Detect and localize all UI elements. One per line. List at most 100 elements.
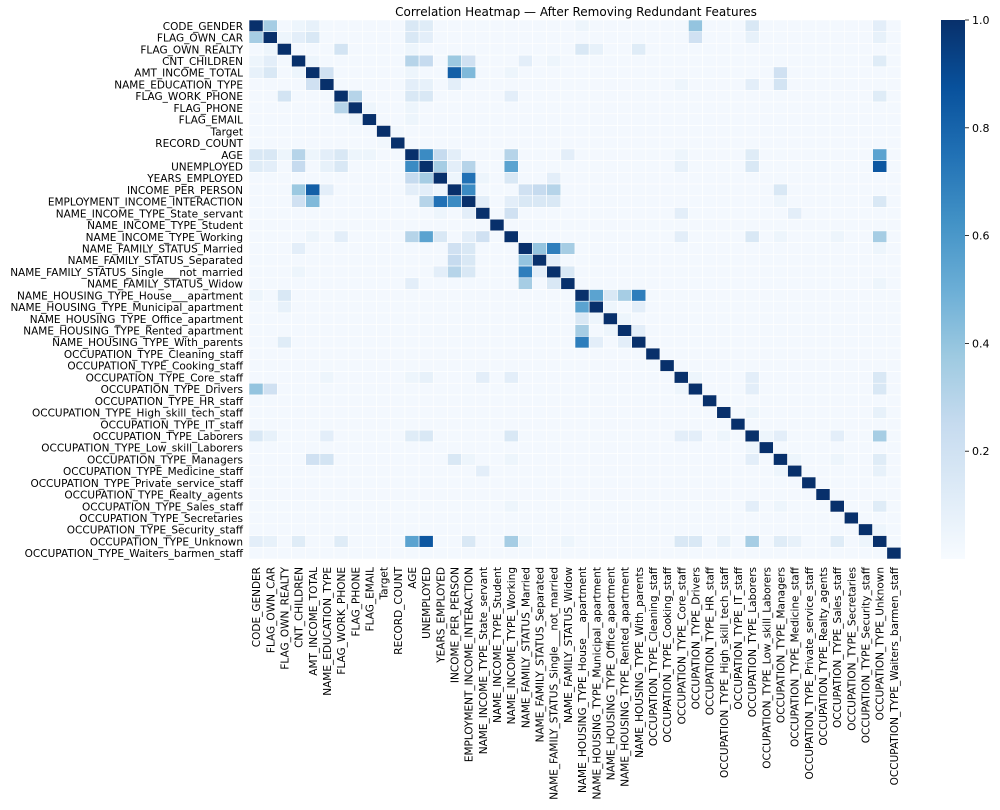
heatmap-cell — [517, 54, 533, 68]
heatmap-cell — [603, 125, 618, 138]
heatmap-cell — [489, 218, 505, 232]
heatmap-cell — [277, 195, 292, 208]
heatmap-cell — [645, 300, 661, 314]
heatmap-cell — [489, 464, 505, 478]
heatmap-cell — [248, 441, 264, 454]
x-tick-label: NAME_HOUSING_TYPE_With_parents — [634, 567, 646, 758]
heatmap-cell — [617, 406, 632, 419]
heatmap-cell — [617, 476, 632, 490]
heatmap-cell — [418, 148, 434, 161]
heatmap-cell — [773, 230, 788, 243]
y-tick-label: NAME_HOUSING_TYPE_House___apartment — [17, 290, 243, 302]
heatmap-cell — [787, 347, 803, 361]
heatmap-cell — [801, 19, 817, 33]
y-tick-label: OCCUPATION_TYPE_Waiters_barmen_staff — [25, 548, 244, 560]
heatmap-cell — [673, 66, 689, 79]
heatmap-cell — [489, 371, 505, 384]
y-tick-label: NAME_INCOME_TYPE_Working — [86, 232, 243, 244]
heatmap-cell — [277, 148, 292, 161]
x-tick-label: CODE_GENDER — [251, 567, 263, 647]
heatmap-cell — [773, 464, 788, 478]
heatmap-cell — [815, 125, 831, 138]
heatmap-cell — [503, 523, 519, 536]
heatmap-cell — [248, 101, 264, 115]
heatmap-cell — [716, 312, 732, 325]
heatmap-cell — [673, 300, 689, 314]
heatmap-cell — [376, 66, 392, 79]
heatmap-cell — [404, 500, 420, 513]
heatmap-cell — [673, 277, 689, 290]
y-tick-label: OCCUPATION_TYPE_Managers — [87, 454, 243, 466]
heatmap-cell — [347, 125, 363, 138]
heatmap-cell — [758, 535, 774, 548]
heatmap-cell — [758, 90, 774, 103]
heatmap-cell — [475, 125, 491, 138]
heatmap-cell — [475, 19, 491, 33]
heatmap-cell — [588, 441, 604, 454]
heatmap-cell — [404, 113, 420, 126]
heatmap-cell — [673, 195, 689, 208]
heatmap-cell — [843, 54, 859, 68]
heatmap-cell — [773, 172, 788, 185]
heatmap-cell — [631, 207, 647, 220]
heatmap-cell — [418, 347, 434, 361]
heatmap-cell — [333, 90, 349, 103]
heatmap-cell — [503, 535, 519, 548]
heatmap-cell — [858, 90, 873, 103]
heatmap-cell — [603, 218, 618, 232]
heatmap-cell — [773, 113, 788, 126]
heatmap-cell — [475, 336, 491, 349]
heatmap-cell — [362, 546, 377, 560]
heatmap-cell — [702, 31, 718, 44]
heatmap-cell — [574, 500, 590, 513]
heatmap-cell — [787, 195, 803, 208]
heatmap-cell — [773, 453, 788, 466]
heatmap-cell — [262, 488, 278, 501]
heatmap-cell — [617, 31, 632, 44]
x-tick-label: NAME_HOUSING_TYPE_Rented_apartment — [620, 567, 632, 787]
heatmap-cell — [688, 172, 703, 185]
heatmap-cell — [886, 277, 902, 290]
heatmap-cell — [872, 125, 888, 138]
heatmap-cell — [305, 488, 321, 501]
heatmap-cell — [390, 207, 406, 220]
heatmap-cell — [248, 324, 264, 337]
heatmap-cell — [645, 347, 661, 361]
heatmap-cell — [702, 535, 718, 548]
heatmap-cell — [376, 113, 392, 126]
heatmap-cell — [659, 78, 675, 91]
heatmap-cell — [744, 546, 760, 560]
heatmap-cell — [801, 230, 817, 243]
heatmap-cell — [489, 254, 505, 267]
heatmap-cell — [659, 546, 675, 560]
heatmap-cell — [603, 183, 618, 197]
heatmap-cell — [716, 523, 732, 536]
heatmap-cell — [843, 300, 859, 314]
heatmap-cell — [631, 78, 647, 91]
heatmap-cell — [574, 277, 590, 290]
heatmap-cell — [517, 230, 533, 243]
heatmap-cell — [702, 265, 718, 279]
heatmap-cell — [447, 371, 462, 384]
heatmap-cell — [376, 324, 392, 337]
heatmap-cell — [333, 265, 349, 279]
heatmap-cell — [617, 394, 632, 407]
heatmap-cell — [673, 19, 689, 33]
heatmap-cell — [503, 43, 519, 56]
heatmap-cell — [716, 113, 732, 126]
heatmap-cell — [560, 230, 576, 243]
heatmap-cell — [843, 511, 859, 525]
heatmap-cell — [560, 148, 576, 161]
x-tick-label: YEARS_EMPLOYED — [435, 567, 447, 664]
heatmap-cell — [248, 195, 264, 208]
heatmap-cell — [702, 488, 718, 501]
heatmap-cell — [517, 78, 533, 91]
heatmap-cell — [716, 371, 732, 384]
heatmap-cell — [716, 441, 732, 454]
heatmap-cell — [588, 500, 604, 513]
heatmap-cell — [418, 464, 434, 478]
heatmap-cell — [603, 265, 618, 279]
heatmap-cell — [659, 336, 675, 349]
heatmap-cell — [758, 523, 774, 536]
heatmap-cell — [517, 441, 533, 454]
